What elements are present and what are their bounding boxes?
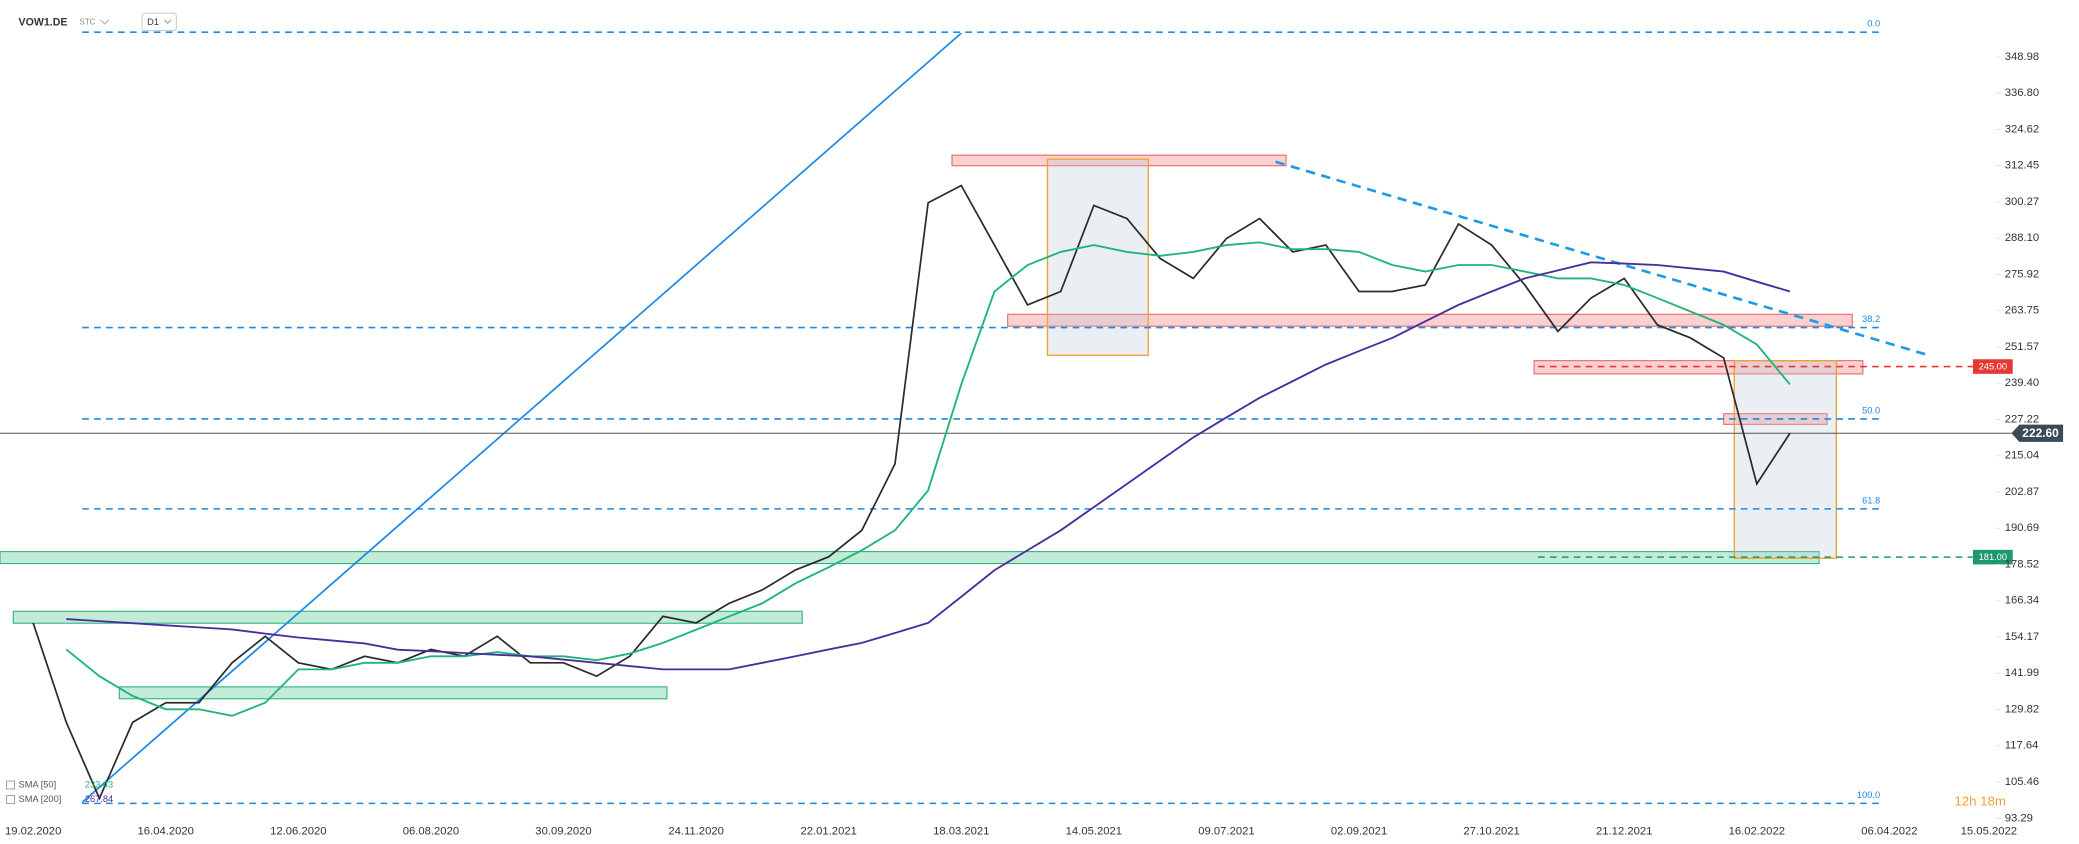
legend-name: SMA [50] [19, 779, 57, 789]
y-tick-label: 348.98 [2005, 51, 2039, 63]
x-tick-label: 06.08.2020 [403, 825, 459, 837]
price-tag-label: 181.00 [1979, 552, 2007, 562]
y-tick-label: 154.17 [2005, 631, 2039, 643]
range-box [1733, 360, 1838, 559]
fib-label: 0.0 [1867, 19, 1880, 29]
sma-line [65, 241, 1791, 717]
levels: 0.0 38.2 50.0 61.8 100.0 245.00 181.00 [0, 19, 2013, 805]
x-tick-label: 24.11.2020 [668, 825, 724, 837]
support-zone [12, 610, 803, 624]
dropdown-caret [100, 19, 110, 25]
x-tick-label: 16.02.2022 [1729, 825, 1785, 837]
fib-label: 38.2 [1862, 314, 1880, 324]
y-tick-label: 263.75 [2005, 305, 2039, 317]
y-tick-label: 105.46 [2005, 776, 2039, 788]
y-tick-label: 300.27 [2005, 196, 2039, 208]
x-tick-label: 27.10.2021 [1463, 825, 1519, 837]
y-tick-label: 227.22 [2005, 413, 2039, 425]
y-tick-label: 93.29 [2005, 812, 2033, 824]
legend-value: 267.84 [85, 794, 113, 804]
y-tick-label: 288.10 [2005, 232, 2039, 244]
y-tick-label: 166.34 [2005, 595, 2039, 607]
y-tick-label: 202.87 [2005, 486, 2039, 498]
y-tick-label: 178.52 [2005, 558, 2039, 570]
x-tick-label: 14.05.2021 [1066, 825, 1122, 837]
last-price-label: 222.60 [2022, 426, 2059, 440]
zones [0, 32, 1930, 803]
x-tick-label: 02.09.2021 [1331, 825, 1387, 837]
fib-label: 61.8 [1862, 495, 1880, 505]
source[interactable]: STC [80, 18, 96, 27]
timer: 12h 18m [1954, 794, 2006, 809]
price-line [32, 184, 1791, 801]
y-tick-label: 141.99 [2005, 667, 2039, 679]
x-tick-label: 22.01.2021 [800, 825, 856, 837]
fib-label: 50.0 [1862, 405, 1880, 415]
x-tick-label: 06.04.2022 [1861, 825, 1917, 837]
x-tick-label: 09.07.2021 [1198, 825, 1254, 837]
legend-value: 233.43 [85, 779, 113, 789]
price-tag-label: 245.00 [1979, 362, 2007, 372]
x-tick-label: 21.12.2021 [1596, 825, 1652, 837]
trend-line [81, 32, 962, 803]
series [32, 184, 1791, 801]
y-tick-label: 324.62 [2005, 123, 2039, 135]
y-tick-label: 117.64 [2005, 740, 2039, 752]
dropdown-caret [164, 19, 172, 24]
x-tick-label: 30.09.2020 [535, 825, 591, 837]
interval: D1 [147, 17, 159, 27]
price-tag [1972, 359, 2013, 374]
y-tick-label: 129.82 [2005, 703, 2039, 715]
resistance-zone [1007, 313, 1853, 327]
y-tick-label: 239.40 [2005, 377, 2039, 389]
legend-icon [6, 780, 15, 790]
y-tick-label: 336.80 [2005, 87, 2039, 99]
support-zone [0, 551, 1820, 565]
x-tick-label: 19.02.2020 [5, 825, 61, 837]
y-tick-label: 190.69 [2005, 522, 2039, 534]
y-tick-label: 312.45 [2005, 160, 2039, 172]
x-tick-label: 16.04.2020 [138, 825, 194, 837]
legend-icon [6, 795, 15, 804]
y-tick-label: 275.92 [2005, 268, 2039, 280]
resistance-zone [951, 154, 1287, 167]
price-tag [1972, 549, 2013, 565]
range-box [1046, 158, 1149, 357]
y-tick-label: 215.04 [2005, 450, 2039, 462]
trend-line [1275, 160, 1930, 357]
x-tick-label: 18.03.2021 [933, 825, 989, 837]
axes: 222.60 348.98 336.80 324.62 312.45 300.27 288.… [5, 51, 2064, 837]
legend-name: SMA [200] [19, 794, 62, 804]
last-price-tag [2011, 424, 2064, 442]
fib-label: 100.0 [1857, 790, 1880, 800]
x-tick-label: 15.05.2022 [1961, 825, 2017, 837]
support-zone [118, 686, 668, 700]
interval-box[interactable] [141, 12, 177, 32]
symbol: VOW1.DE [19, 16, 68, 28]
y-tick-label: 251.57 [2005, 341, 2039, 353]
x-tick-label: 12.06.2020 [270, 825, 326, 837]
sma-line [66, 261, 1791, 671]
legend: SMA [50] 233.43 SMA [200] 267.84 [6, 779, 113, 804]
